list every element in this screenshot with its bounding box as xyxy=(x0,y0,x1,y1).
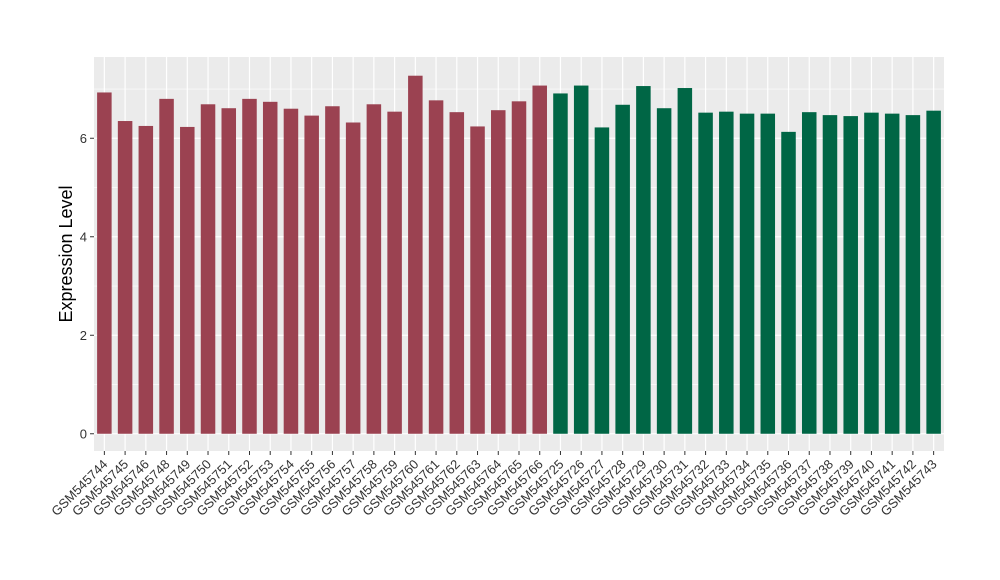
bar-GSM545727 xyxy=(594,127,610,434)
bar-GSM545756 xyxy=(325,106,340,434)
x-axis: GSM545744GSM545745GSM545746GSM545748GSM5… xyxy=(48,451,940,519)
bar-GSM545754 xyxy=(283,108,299,434)
bar-GSM545753 xyxy=(262,101,278,434)
bar-GSM545725 xyxy=(553,93,568,434)
y-tick-label: 2 xyxy=(80,328,87,343)
bar-GSM545740 xyxy=(864,112,879,434)
bar-GSM545758 xyxy=(366,104,382,434)
bar-GSM545745 xyxy=(117,121,133,434)
bar-GSM545766 xyxy=(532,85,547,434)
bar-GSM545750 xyxy=(200,104,216,434)
bar-GSM545732 xyxy=(698,112,713,434)
bars xyxy=(97,75,941,434)
bar-GSM545751 xyxy=(221,108,237,434)
bar-GSM545742 xyxy=(905,115,921,434)
bar-GSM545764 xyxy=(491,110,506,434)
bar-GSM545729 xyxy=(636,86,651,434)
bar-GSM545734 xyxy=(739,113,755,434)
bar-GSM545765 xyxy=(511,101,527,434)
bar-GSM545746 xyxy=(138,125,154,434)
bar-GSM545736 xyxy=(781,131,796,434)
bar-GSM545757 xyxy=(345,122,361,434)
bar-GSM545761 xyxy=(428,100,444,434)
bar-GSM545762 xyxy=(449,112,465,434)
y-tick-label: 6 xyxy=(80,131,87,146)
bar-GSM545743 xyxy=(926,110,941,434)
bar-GSM545748 xyxy=(159,98,174,434)
bar-GSM545735 xyxy=(760,113,776,434)
y-tick-label: 0 xyxy=(80,426,87,441)
bar-GSM545759 xyxy=(387,111,402,434)
bar-GSM545763 xyxy=(470,126,485,434)
y-tick-label: 4 xyxy=(80,229,87,244)
bar-GSM545726 xyxy=(573,85,589,434)
bar-GSM545738 xyxy=(822,115,838,434)
bar-GSM545755 xyxy=(304,115,319,434)
bar-GSM545744 xyxy=(97,92,112,434)
bar-GSM545741 xyxy=(884,113,900,434)
bar-GSM545728 xyxy=(615,104,630,434)
bar-GSM545731 xyxy=(677,88,693,434)
bar-GSM545730 xyxy=(656,108,672,434)
bar-GSM545760 xyxy=(408,75,423,434)
y-axis-title: Expression Level xyxy=(56,185,76,322)
y-axis: 0 2 4 6 xyxy=(80,131,94,441)
bar-GSM545752 xyxy=(242,98,257,434)
bar-GSM545733 xyxy=(719,111,734,434)
bar-GSM545749 xyxy=(180,126,195,434)
bar-GSM545737 xyxy=(801,112,817,434)
bar-GSM545739 xyxy=(843,116,858,434)
